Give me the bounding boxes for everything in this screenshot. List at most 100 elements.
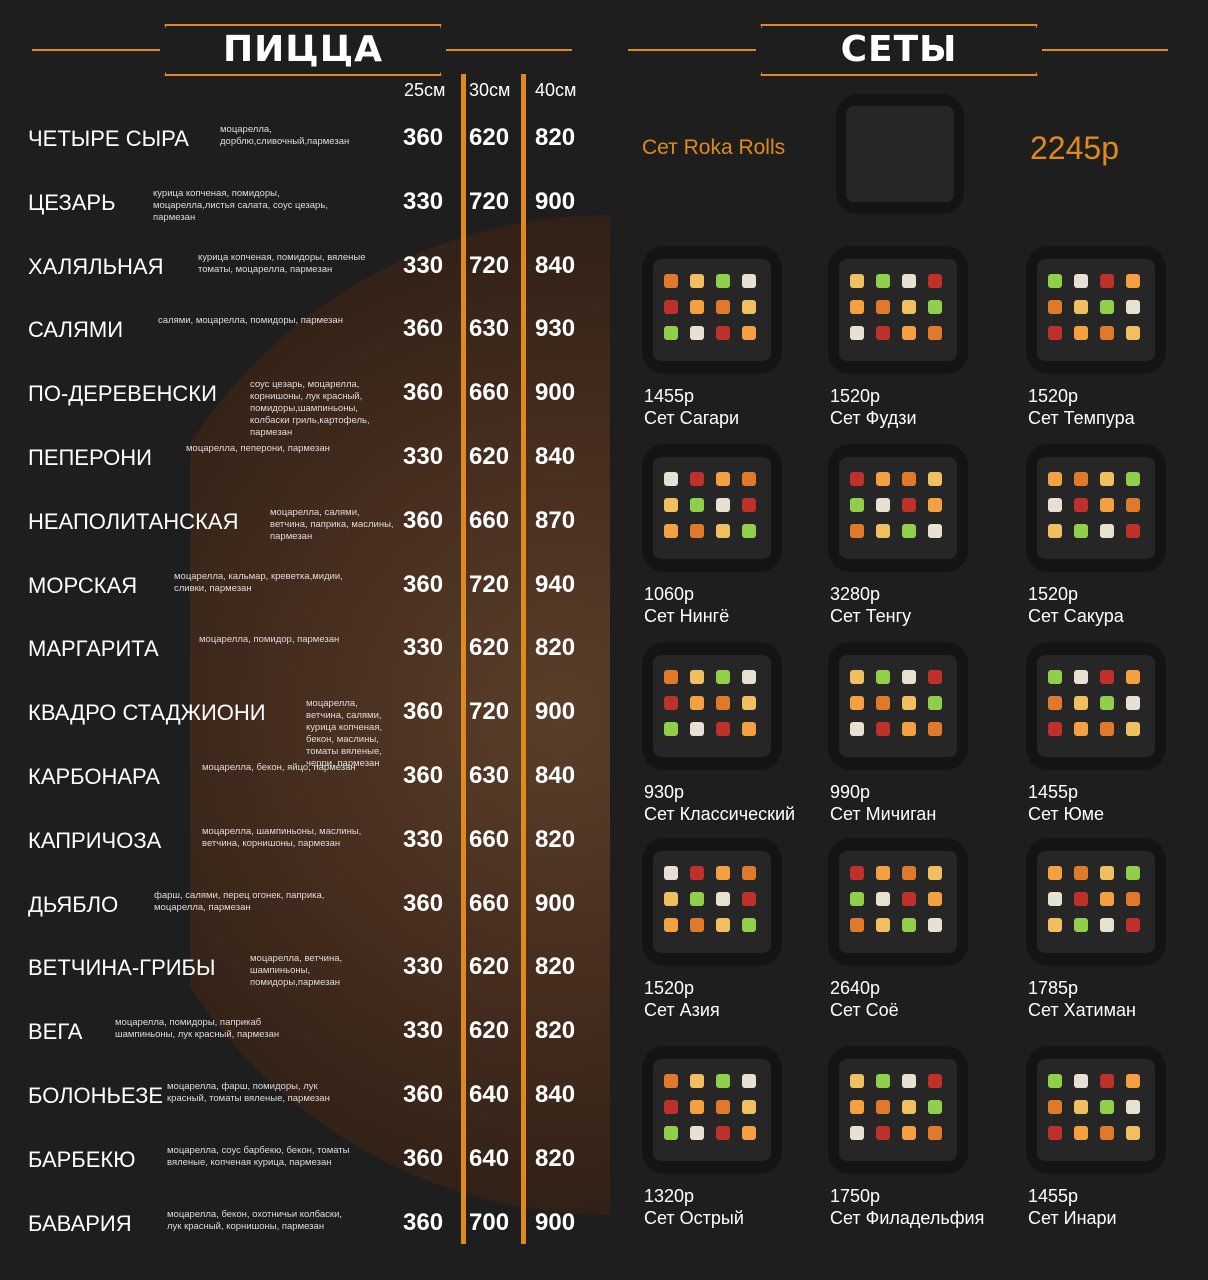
price-25cm: 360	[403, 1081, 444, 1108]
set-photo	[642, 838, 782, 966]
price-40cm: 820	[535, 1144, 576, 1172]
set-price: 2640р	[830, 978, 881, 998]
pizza-name: КВАДРО СТАДЖИОНИ	[28, 700, 266, 726]
featured-set-name: Сет Roka Rolls	[642, 136, 786, 159]
pizza-name: ДЬЯБЛО	[28, 891, 119, 917]
pizza-description: курица копченая, помидоры, моцарелла,лис…	[153, 187, 328, 223]
price-30cm: 660	[469, 379, 510, 407]
price-30cm: 720	[469, 251, 510, 279]
set-name: Сет Азия	[644, 1000, 720, 1020]
price-30cm: 720	[469, 187, 510, 215]
pizza-description: моцарелла, шампиньоны, маслины, ветчина,…	[202, 825, 362, 849]
set-photo	[1026, 642, 1166, 770]
pizza-name: МОРСКАЯ	[28, 572, 138, 598]
pizza-name: ПО-ДЕРЕВЕНСКИ	[28, 381, 217, 407]
set-photo	[642, 1046, 782, 1174]
price-40cm: 900	[535, 698, 576, 726]
set-photo	[828, 246, 968, 374]
pizza-name: МАРГАРИТА	[28, 636, 159, 662]
price-40cm: 840	[535, 1081, 576, 1108]
pizza-row: МАРГАРИТА моцарелла, помидор, пармезан 330…	[28, 630, 588, 670]
pizza-description: фарш, салями, перец огонек, паприка, моц…	[154, 889, 325, 913]
pizza-name: КАПРИЧОЗА	[28, 827, 162, 853]
price-40cm: 820	[535, 124, 576, 151]
pizza-description: моцарелла, дорблю,сливочный,пармезан	[220, 124, 350, 147]
price-40cm: 900	[535, 889, 576, 917]
set-photo	[1026, 1046, 1166, 1174]
pizza-title: ПИЦЦА	[223, 29, 383, 70]
set-photo	[1026, 444, 1166, 572]
set-price: 1785р	[1028, 978, 1079, 998]
set-price: 1320р	[644, 1186, 695, 1206]
price-25cm: 330	[403, 634, 444, 662]
price-40cm: 900	[535, 379, 576, 407]
set-photo	[1026, 838, 1166, 966]
price-25cm: 360	[403, 124, 444, 151]
pizza-description: моцарелла, бекон, яйцо, пармезан	[202, 762, 356, 773]
pizza-description: моцарелла, пеперони, пармезан	[186, 443, 330, 454]
price-40cm: 820	[535, 953, 576, 981]
price-25cm: 360	[403, 1208, 444, 1236]
set-price: 1520р	[1028, 386, 1079, 406]
column-divider-right	[521, 74, 526, 1244]
pizza-description: моцарелла, ветчина, салями, курица копче…	[306, 698, 383, 770]
set-name: Сет Хатиман	[1028, 1000, 1136, 1020]
size-header-25: 25см	[404, 80, 446, 100]
set-price: 930р	[644, 782, 685, 802]
set-price: 1520р	[830, 386, 881, 406]
price-40cm: 820	[535, 825, 576, 853]
price-25cm: 330	[403, 953, 444, 981]
size-header-30: 30см	[469, 80, 511, 100]
set-photo	[642, 246, 782, 374]
price-30cm: 630	[469, 762, 510, 789]
pizza-row: БАВАРИЯ моцарелла, бекон, охотничьи колба…	[28, 1205, 588, 1245]
pizza-row: ПЕПЕРОНИ моцарелла, пеперони, пармезан 330…	[28, 439, 588, 479]
pizza-name: БОЛОНЬЕЗЕ	[28, 1083, 164, 1108]
set-name: Сет Юме	[1028, 804, 1105, 824]
set-price: 1060р	[644, 584, 695, 604]
price-30cm: 620	[469, 124, 510, 151]
pizza-row: БАРБЕКЮ моцарелла, соус барбекю, бекон, т…	[28, 1141, 588, 1181]
pizza-description: моцарелла, бекон, охотничьи колбаски, лу…	[167, 1208, 343, 1232]
price-30cm: 630	[469, 315, 510, 343]
pizza-description: курица копченая, помидоры, вяленые томат…	[198, 251, 366, 275]
pizza-description: моцарелла, ветчина, шампиньоны, помидоры…	[250, 953, 343, 989]
pizza-row: БОЛОНЬЕЗЕ моцарелла, фарш, помидоры, лук …	[28, 1077, 588, 1117]
price-40cm: 940	[535, 570, 576, 598]
price-30cm: 640	[469, 1144, 510, 1172]
price-30cm: 720	[469, 570, 510, 598]
pizza-description: моцарелла, кальмар, креветка,мидии, слив…	[174, 570, 343, 594]
price-25cm: 360	[403, 762, 444, 789]
set-price: 990р	[830, 782, 871, 802]
set-price: 1455р	[644, 386, 695, 406]
pizza-name: БАРБЕКЮ	[28, 1146, 136, 1172]
price-40cm: 930	[535, 315, 576, 343]
price-30cm: 720	[469, 698, 510, 726]
price-25cm: 360	[403, 1144, 444, 1172]
pizza-row: КАПРИЧОЗА моцарелла, шампиньоны, маслины,…	[28, 822, 588, 862]
column-divider-left	[461, 74, 466, 1244]
pizza-banner: ПИЦЦА	[32, 24, 572, 76]
set-name: Сет Тенгу	[830, 606, 912, 626]
price-25cm: 360	[403, 506, 444, 534]
sets-title: СЕТЫ	[840, 29, 958, 70]
pizza-row: ВЕТЧИНА-ГРИБЫ моцарелла, ветчина, шампинь…	[28, 949, 588, 989]
set-name: Сет Сагари	[644, 408, 740, 428]
pizza-row: КАРБОНАРА моцарелла, бекон, яйцо, пармеза…	[28, 758, 588, 798]
pizza-description: моцарелла, помидоры, паприкаб шампиньоны…	[115, 1017, 280, 1041]
price-25cm: 360	[403, 698, 444, 726]
price-40cm: 820	[535, 1017, 576, 1045]
set-name: Сет Темпура	[1028, 408, 1135, 428]
pizza-name: САЛЯМИ	[28, 317, 124, 343]
set-price: 1520р	[1028, 584, 1079, 604]
pizza-description: моцарелла, салями, ветчина, паприка, мас…	[270, 506, 394, 542]
pizza-name: ПЕПЕРОНИ	[28, 445, 152, 470]
pizza-name: ХАЛЯЛЬНАЯ	[28, 253, 164, 279]
price-40cm: 840	[535, 762, 576, 789]
price-40cm: 820	[535, 634, 576, 662]
pizza-background-image	[190, 215, 610, 1215]
pizza-row: КВАДРО СТАДЖИОНИ моцарелла, ветчина, саля…	[28, 694, 588, 769]
size-header-40: 40см	[535, 80, 577, 100]
price-25cm: 360	[403, 570, 444, 598]
price-30cm: 660	[469, 825, 510, 853]
